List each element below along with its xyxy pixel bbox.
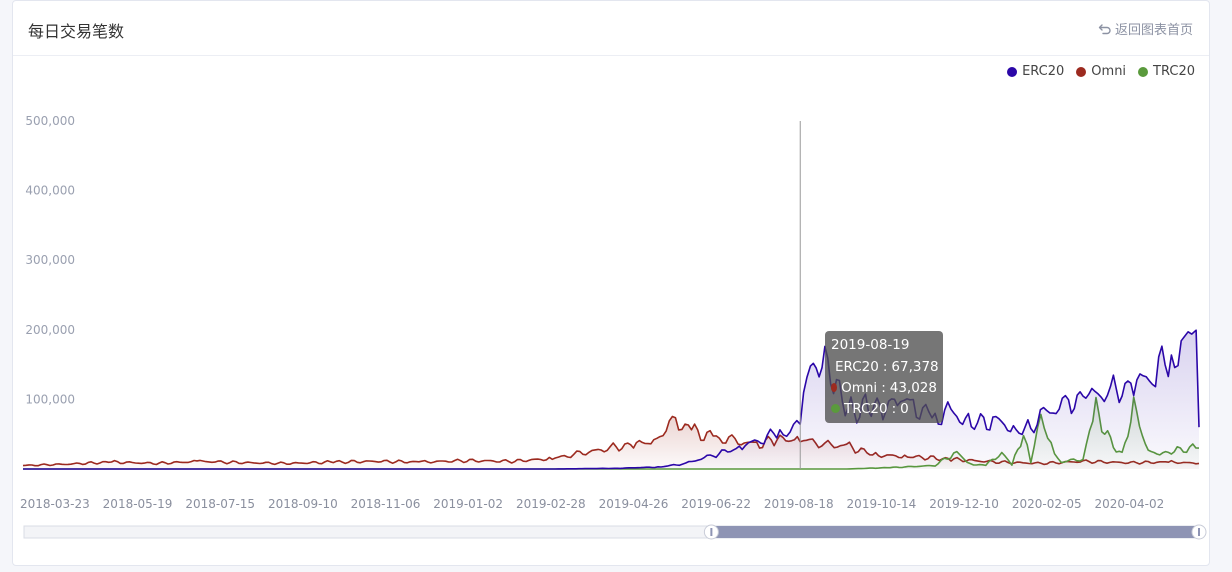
x-tick-label: 2018-11-06 bbox=[351, 497, 421, 511]
x-tick-label: 2018-05-19 bbox=[103, 497, 173, 511]
series-layer bbox=[22, 329, 1200, 470]
y-tick-label: 300,000 bbox=[25, 253, 75, 267]
legend-dot-trc20 bbox=[1138, 66, 1149, 77]
x-tick-label: 2019-04-26 bbox=[599, 497, 669, 511]
legend-label-omni: Omni bbox=[1091, 64, 1127, 79]
tooltip-date: 2019-08-19 bbox=[831, 337, 910, 353]
zoom-selection[interactable] bbox=[711, 526, 1199, 538]
card-header: 每日交易笔数 返回图表首页 bbox=[13, 1, 1209, 56]
zoom-handle-grip bbox=[1198, 528, 1200, 536]
tooltip-row-erc20: ERC20: 67,378 bbox=[835, 358, 939, 375]
x-tick-label: 2019-01-02 bbox=[433, 497, 503, 511]
back-to-charts-link[interactable]: 返回图表首页 bbox=[1098, 19, 1193, 38]
y-axis: 100,000 200,000 300,000 400,000 500,000 bbox=[25, 114, 75, 406]
x-tick-label: 2019-06-22 bbox=[681, 497, 751, 511]
x-tick-label: 2019-10-14 bbox=[847, 497, 917, 511]
chart-tooltip: 2019-08-19 ERC20: 67,378 Omni: 43,028 TR… bbox=[825, 331, 943, 423]
x-tick-label: 2018-09-10 bbox=[268, 497, 338, 511]
legend-item-omni[interactable]: Omni bbox=[1076, 64, 1126, 79]
tooltip-name-erc20: ERC20 bbox=[835, 358, 879, 375]
tooltip-row-trc20: TRC20: 0 bbox=[831, 398, 937, 419]
x-tick-label: 2020-04-02 bbox=[1095, 497, 1165, 511]
legend-dot-omni bbox=[1076, 66, 1087, 77]
tooltip-dot-omni bbox=[831, 383, 838, 392]
x-tick-label: 2018-07-15 bbox=[185, 497, 255, 511]
tooltip-value-erc20: 67,378 bbox=[891, 358, 939, 375]
x-tick-label: 2020-02-05 bbox=[1012, 497, 1082, 511]
zoom-handle-grip bbox=[710, 528, 713, 536]
series-area-erc20 bbox=[23, 330, 1199, 469]
x-tick-label: 2019-08-18 bbox=[764, 497, 834, 511]
tooltip-row-omni: Omni: 43,028 bbox=[831, 377, 937, 398]
legend-item-erc20[interactable]: ERC20 bbox=[1007, 64, 1064, 79]
legend-label-erc20: ERC20 bbox=[1022, 64, 1065, 79]
y-tick-label: 200,000 bbox=[25, 323, 75, 337]
series-line-erc20 bbox=[23, 329, 1200, 470]
tooltip-name-trc20: TRC20 bbox=[844, 400, 888, 417]
data-zoom-slider[interactable] bbox=[23, 524, 1207, 540]
tooltip-name-omni: Omni bbox=[841, 379, 878, 396]
undo-icon bbox=[1098, 23, 1111, 34]
x-tick-label: 2019-12-10 bbox=[929, 497, 999, 511]
chart-card: 每日交易笔数 返回图表首页 ERC20 Omni TRC20 bbox=[12, 0, 1210, 566]
tooltip-value-omni: 43,028 bbox=[889, 379, 937, 396]
tooltip-value-trc20: 0 bbox=[900, 400, 909, 417]
y-tick-label: 100,000 bbox=[25, 392, 75, 406]
legend-label-trc20: TRC20 bbox=[1153, 64, 1195, 79]
legend-dot-erc20 bbox=[1007, 66, 1018, 77]
x-axis: 2018-03-23 2018-05-19 2018-07-15 2018-09-10… bbox=[20, 497, 1164, 511]
back-link-label: 返回图表首页 bbox=[1114, 23, 1193, 38]
legend-item-trc20[interactable]: TRC20 bbox=[1138, 64, 1195, 79]
y-tick-label: 500,000 bbox=[25, 114, 75, 128]
x-tick-label: 2018-03-23 bbox=[20, 497, 90, 511]
line-chart: 100,000 200,000 300,000 400,000 500,000 2018… bbox=[20, 114, 1207, 540]
y-tick-label: 400,000 bbox=[25, 184, 75, 198]
tooltip-dot-trc20 bbox=[831, 404, 840, 413]
page-title: 每日交易笔数 bbox=[28, 22, 125, 41]
x-tick-label: 2019-02-28 bbox=[516, 497, 586, 511]
chart-legend: ERC20 Omni TRC20 bbox=[1007, 64, 1195, 79]
